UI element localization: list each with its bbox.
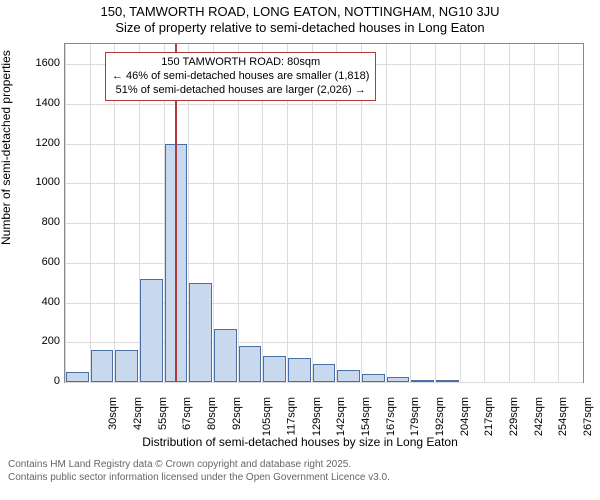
y-tick-label: 1000	[10, 176, 60, 188]
x-tick-label: 67sqm	[181, 397, 193, 430]
gridline-v	[534, 44, 535, 382]
x-tick-label: 204sqm	[459, 397, 471, 436]
x-tick-label: 142sqm	[335, 397, 347, 436]
title-line1: 150, TAMWORTH ROAD, LONG EATON, NOTTINGH…	[0, 4, 600, 20]
histogram-bar	[313, 364, 336, 382]
y-tick-label: 1200	[10, 137, 60, 149]
y-tick-label: 600	[10, 256, 60, 268]
footer-attribution: Contains HM Land Registry data © Crown c…	[0, 455, 600, 484]
gridline-v	[484, 44, 485, 382]
histogram-bar	[411, 380, 434, 382]
histogram-bar	[263, 356, 286, 382]
x-tick-label: 42sqm	[132, 397, 144, 430]
gridline-h	[65, 183, 583, 184]
annotation-line3: 51% of semi-detached houses are larger (…	[112, 84, 369, 98]
gridline-h	[65, 144, 583, 145]
x-tick-label: 154sqm	[360, 397, 372, 436]
gridline-v	[435, 44, 436, 382]
gridline-v	[65, 44, 66, 382]
footer-line2: Contains public sector information licen…	[8, 472, 592, 485]
histogram-bar	[362, 374, 385, 382]
chart-title: 150, TAMWORTH ROAD, LONG EATON, NOTTINGH…	[0, 0, 600, 35]
y-tick-label: 400	[10, 296, 60, 308]
gridline-v	[558, 44, 559, 382]
annotation-line2: ← 46% of semi-detached houses are smalle…	[112, 70, 369, 84]
x-tick-label: 80sqm	[206, 397, 218, 430]
y-tick-label: 1600	[10, 57, 60, 69]
gridline-h	[65, 104, 583, 105]
x-tick-label: 267sqm	[582, 397, 594, 436]
title-line2: Size of property relative to semi-detach…	[0, 20, 600, 36]
histogram-bar	[91, 350, 114, 382]
histogram-bar	[214, 329, 237, 383]
histogram-bar	[387, 377, 410, 382]
x-tick-label: 92sqm	[231, 397, 243, 430]
x-tick-label: 254sqm	[557, 397, 569, 436]
x-tick-label: 242sqm	[533, 397, 545, 436]
gridline-v	[509, 44, 510, 382]
footer-line1: Contains HM Land Registry data © Crown c…	[8, 459, 592, 472]
annotation-box: 150 TAMWORTH ROAD: 80sqm ← 46% of semi-d…	[105, 52, 376, 101]
histogram-bar	[189, 283, 212, 382]
gridline-h	[65, 263, 583, 264]
x-tick-label: 117sqm	[285, 397, 297, 435]
gridline-v	[386, 44, 387, 382]
histogram-bar	[337, 370, 360, 382]
gridline-h	[65, 382, 583, 383]
y-tick-label: 0	[10, 375, 60, 387]
x-tick-label: 55sqm	[157, 397, 169, 430]
gridline-h	[65, 223, 583, 224]
x-tick-label: 167sqm	[385, 397, 397, 436]
x-tick-label: 129sqm	[311, 397, 323, 436]
x-tick-label: 105sqm	[261, 397, 273, 436]
histogram-bar	[140, 279, 163, 382]
histogram-bar	[239, 346, 262, 382]
plot-area: 150 TAMWORTH ROAD: 80sqm ← 46% of semi-d…	[64, 43, 584, 383]
x-tick-label: 179sqm	[409, 397, 421, 436]
gridline-v	[460, 44, 461, 382]
x-tick-label: 30sqm	[107, 397, 119, 430]
y-tick-label: 800	[10, 216, 60, 228]
y-tick-label: 200	[10, 335, 60, 347]
gridline-v	[410, 44, 411, 382]
x-axis-label: Distribution of semi-detached houses by …	[0, 435, 600, 449]
chart-area: Number of semi-detached properties 150 T…	[0, 35, 600, 455]
histogram-bar	[66, 372, 89, 382]
x-tick-label: 229sqm	[508, 397, 520, 436]
x-tick-label: 192sqm	[434, 397, 446, 436]
gridline-v	[90, 44, 91, 382]
histogram-bar	[115, 350, 138, 382]
y-tick-label: 1400	[10, 97, 60, 109]
histogram-bar	[436, 380, 459, 382]
annotation-line1: 150 TAMWORTH ROAD: 80sqm	[112, 56, 369, 70]
x-tick-label: 217sqm	[483, 397, 495, 436]
histogram-bar	[288, 358, 311, 382]
